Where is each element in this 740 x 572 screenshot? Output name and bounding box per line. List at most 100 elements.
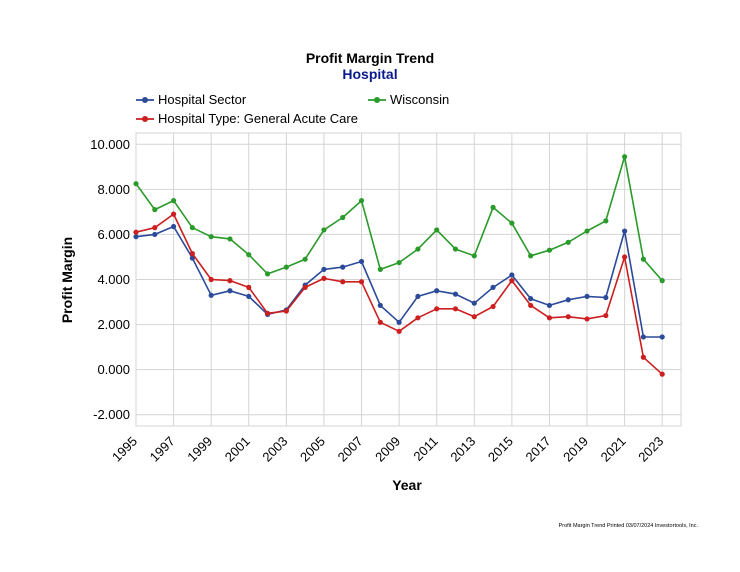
data-point-wisconsin — [170, 198, 177, 204]
data-point-hospital-type-general-acute-care — [208, 276, 214, 283]
data-point-hospital-sector — [528, 296, 534, 302]
legend-label-wisconsin: Wisconsin — [390, 92, 449, 107]
data-point-hospital-sector — [189, 255, 195, 261]
series-layer — [133, 154, 665, 377]
data-point-wisconsin — [509, 220, 515, 226]
data-point-hospital-type-general-acute-care — [264, 310, 271, 316]
legend-label-general-acute-care: Hospital Type: General Acute Care — [158, 111, 358, 126]
data-point-wisconsin — [622, 154, 628, 160]
data-point-hospital-type-general-acute-care — [490, 303, 496, 310]
x-tick-label: 1997 — [147, 434, 178, 465]
y-tick-label: 6.000 — [97, 227, 130, 242]
data-point-hospital-sector — [490, 284, 496, 290]
legend-marker-general-acute-care — [142, 116, 148, 122]
data-point-wisconsin — [546, 247, 553, 253]
data-point-hospital-sector — [509, 272, 515, 278]
data-point-wisconsin — [340, 214, 346, 221]
x-tick-label: 2003 — [259, 434, 290, 465]
data-point-hospital-type-general-acute-care — [321, 275, 327, 281]
data-point-hospital-type-general-acute-care — [227, 278, 233, 284]
data-point-wisconsin — [133, 181, 139, 187]
data-point-wisconsin — [659, 278, 665, 284]
data-point-hospital-type-general-acute-care — [246, 284, 252, 290]
data-point-hospital-type-general-acute-care — [377, 319, 383, 325]
data-point-wisconsin — [227, 236, 233, 242]
y-axis-label: Profit Margin — [59, 237, 75, 323]
data-point-hospital-type-general-acute-care — [434, 306, 440, 312]
x-tick-label: 2021 — [598, 434, 629, 465]
data-point-hospital-type-general-acute-care — [603, 312, 609, 319]
data-point-hospital-type-general-acute-care — [452, 306, 459, 312]
data-point-hospital-type-general-acute-care — [133, 229, 139, 235]
data-point-hospital-type-general-acute-care — [584, 316, 590, 322]
x-axis-label: Year — [392, 477, 422, 493]
data-point-wisconsin — [264, 271, 271, 277]
data-point-wisconsin — [396, 259, 402, 266]
data-point-hospital-type-general-acute-care — [415, 315, 421, 321]
footer-note: Profit Margin Trend Printed 03/07/2024 I… — [559, 523, 699, 529]
data-point-hospital-sector — [133, 234, 139, 240]
data-point-wisconsin — [640, 256, 647, 262]
data-point-hospital-type-general-acute-care — [622, 254, 628, 260]
data-point-hospital-sector — [246, 293, 252, 300]
data-point-hospital-sector — [659, 334, 665, 340]
data-point-wisconsin — [452, 246, 459, 252]
data-point-hospital-sector — [452, 291, 459, 297]
data-point-hospital-sector — [170, 223, 177, 230]
data-point-hospital-sector — [565, 297, 571, 303]
y-axis-ticks: 10.000 8.000 6.000 4.000 2.000 0.000 -2.000 — [90, 137, 130, 422]
data-point-wisconsin — [490, 204, 496, 210]
data-point-hospital-type-general-acute-care — [358, 279, 365, 285]
x-tick-label: 1995 — [109, 434, 140, 465]
data-point-hospital-sector — [340, 264, 346, 270]
data-point-hospital-sector — [208, 292, 214, 298]
data-point-wisconsin — [471, 253, 477, 259]
x-tick-label: 2009 — [372, 434, 403, 465]
x-tick-label: 2005 — [297, 434, 328, 465]
y-tick-label: 4.000 — [97, 272, 130, 287]
y-tick-label: 2.000 — [97, 317, 130, 332]
data-point-hospital-type-general-acute-care — [471, 314, 477, 320]
data-point-hospital-type-general-acute-care — [509, 278, 515, 284]
data-point-hospital-sector — [227, 288, 233, 294]
data-point-hospital-sector — [321, 266, 327, 272]
data-point-hospital-type-general-acute-care — [189, 250, 195, 257]
data-point-hospital-type-general-acute-care — [546, 315, 553, 321]
legend-marker-wisconsin — [374, 97, 380, 103]
data-point-wisconsin — [321, 227, 327, 233]
legend-item-general-acute-care: Hospital Type: General Acute Care — [136, 111, 358, 126]
chart-subtitle: Hospital — [342, 66, 397, 82]
y-tick-label: 8.000 — [97, 182, 130, 197]
data-point-hospital-type-general-acute-care — [283, 308, 289, 314]
data-point-hospital-type-general-acute-care — [659, 371, 665, 377]
data-point-wisconsin — [434, 227, 440, 233]
data-point-hospital-type-general-acute-care — [170, 211, 177, 217]
data-point-wisconsin — [283, 264, 289, 270]
data-point-wisconsin — [415, 246, 421, 252]
x-tick-label: 2017 — [523, 434, 554, 465]
data-point-wisconsin — [358, 198, 365, 204]
x-tick-label: 2019 — [560, 434, 591, 465]
y-tick-label: -2.000 — [93, 407, 130, 422]
legend-label-hospital-sector: Hospital Sector — [158, 92, 247, 107]
data-point-hospital-sector — [546, 302, 553, 309]
data-point-hospital-type-general-acute-care — [640, 354, 647, 360]
x-axis-ticks: 1995 1997 1999 2001 2003 2005 2007 2009 2011 2013… — [109, 434, 666, 465]
chart-title: Profit Margin Trend — [306, 50, 434, 66]
y-tick-label: 10.000 — [90, 137, 130, 152]
data-point-wisconsin — [565, 239, 571, 245]
data-point-wisconsin — [302, 256, 308, 262]
data-point-hospital-sector — [434, 288, 440, 294]
x-tick-label: 2011 — [410, 434, 440, 464]
data-point-hospital-type-general-acute-care — [152, 225, 158, 231]
data-point-hospital-sector — [377, 302, 383, 309]
data-point-wisconsin — [246, 252, 252, 258]
data-point-hospital-sector — [603, 294, 609, 301]
data-point-hospital-sector — [622, 228, 628, 234]
data-point-wisconsin — [584, 228, 590, 234]
data-point-hospital-type-general-acute-care — [340, 279, 346, 285]
data-point-hospital-type-general-acute-care — [302, 284, 308, 290]
x-tick-label: 2001 — [222, 434, 253, 465]
data-point-hospital-type-general-acute-care — [396, 328, 402, 334]
data-point-hospital-sector — [640, 334, 647, 340]
